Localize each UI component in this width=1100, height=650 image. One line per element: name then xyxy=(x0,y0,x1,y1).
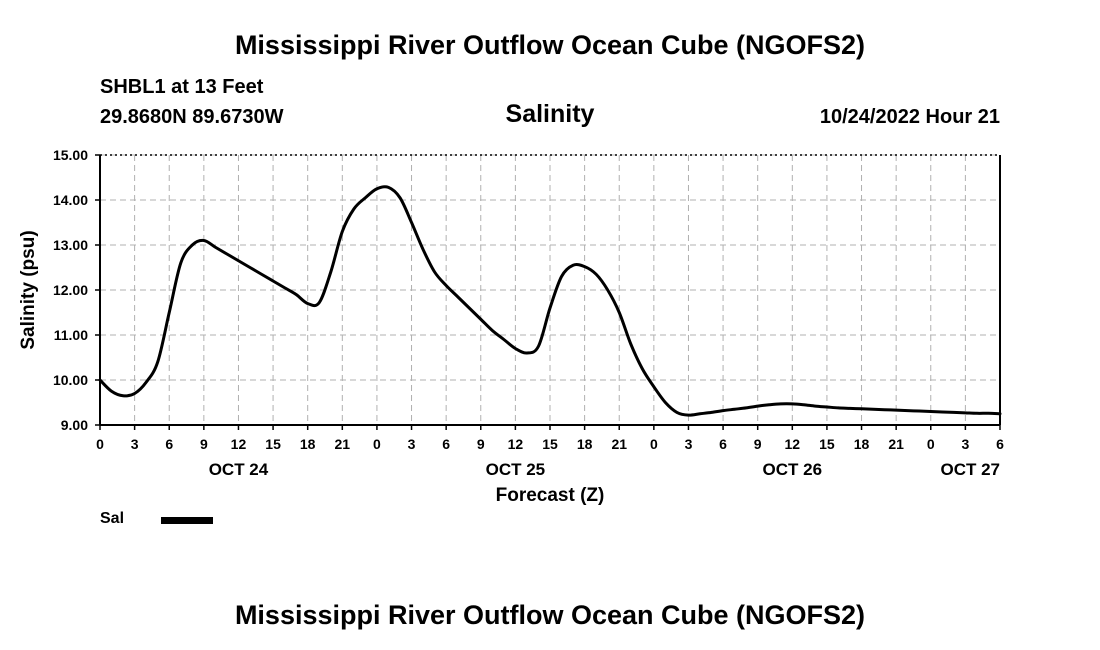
legend-swatch xyxy=(161,517,213,524)
x-tick-label: 12 xyxy=(231,436,247,452)
y-tick-label: 13.00 xyxy=(53,237,88,253)
date-label: OCT 25 xyxy=(486,460,546,479)
x-tick-label: 18 xyxy=(300,436,316,452)
y-axis-title: Salinity (psu) xyxy=(18,230,39,349)
y-tick-label: 12.00 xyxy=(53,282,88,298)
x-tick-label: 3 xyxy=(685,436,693,452)
x-tick-label: 6 xyxy=(442,436,450,452)
chart-title: Salinity xyxy=(505,100,595,128)
x-tick-label: 9 xyxy=(200,436,208,452)
x-tick-label: 3 xyxy=(408,436,416,452)
x-tick-label: 6 xyxy=(996,436,1004,452)
x-tick-label: 3 xyxy=(961,436,969,452)
x-axis-title: Forecast (Z) xyxy=(496,485,605,506)
x-tick-label: 12 xyxy=(785,436,801,452)
station-name: SHBL1 at 13 Feet xyxy=(100,76,264,98)
legend-label: Sal xyxy=(100,510,125,527)
forecast-timestamp: 10/24/2022 Hour 21 xyxy=(819,106,1000,128)
salinity-chart: 9.00 10.00 11.00 12.00 13.00 14.00 15.00 0 3 6 9 12… xyxy=(18,147,1004,506)
station-coordinates: 29.8680N 89.6730W xyxy=(100,106,284,128)
main-title: Mississippi River Outflow Ocean Cube (NG… xyxy=(234,30,866,60)
x-tick-label: 15 xyxy=(265,436,281,452)
series-line-sal xyxy=(98,185,1002,417)
x-tick-label: 21 xyxy=(611,436,627,452)
x-tick-label: 21 xyxy=(888,436,904,452)
x-tick-label: 15 xyxy=(542,436,558,452)
y-tick-label: 9.00 xyxy=(61,417,88,433)
x-tick-label: 9 xyxy=(477,436,485,452)
date-label: OCT 27 xyxy=(940,460,1000,479)
y-tick-label: 11.00 xyxy=(54,327,88,343)
x-tick-label: 12 xyxy=(508,436,524,452)
x-tick-label: 21 xyxy=(335,436,351,452)
y-tick-label: 15.00 xyxy=(53,147,88,163)
x-tick-label: 9 xyxy=(754,436,762,452)
x-tick-label: 0 xyxy=(96,436,104,452)
y-tick-label: 14.00 xyxy=(53,192,88,208)
x-tick-label: 6 xyxy=(719,436,727,452)
x-tick-label: 3 xyxy=(131,436,139,452)
date-label: OCT 26 xyxy=(763,460,823,479)
x-tick-label: 0 xyxy=(650,436,658,452)
x-tick-label: 18 xyxy=(854,436,870,452)
x-tick-label: 0 xyxy=(927,436,935,452)
y-tick-label: 10.00 xyxy=(53,372,88,388)
x-tick-label: 15 xyxy=(819,436,835,452)
x-tick-label: 0 xyxy=(373,436,381,452)
date-label: OCT 24 xyxy=(209,460,269,479)
x-tick-label: 6 xyxy=(165,436,173,452)
bottom-title: Mississippi River Outflow Ocean Cube (NG… xyxy=(234,600,866,630)
x-tick-label: 18 xyxy=(577,436,593,452)
